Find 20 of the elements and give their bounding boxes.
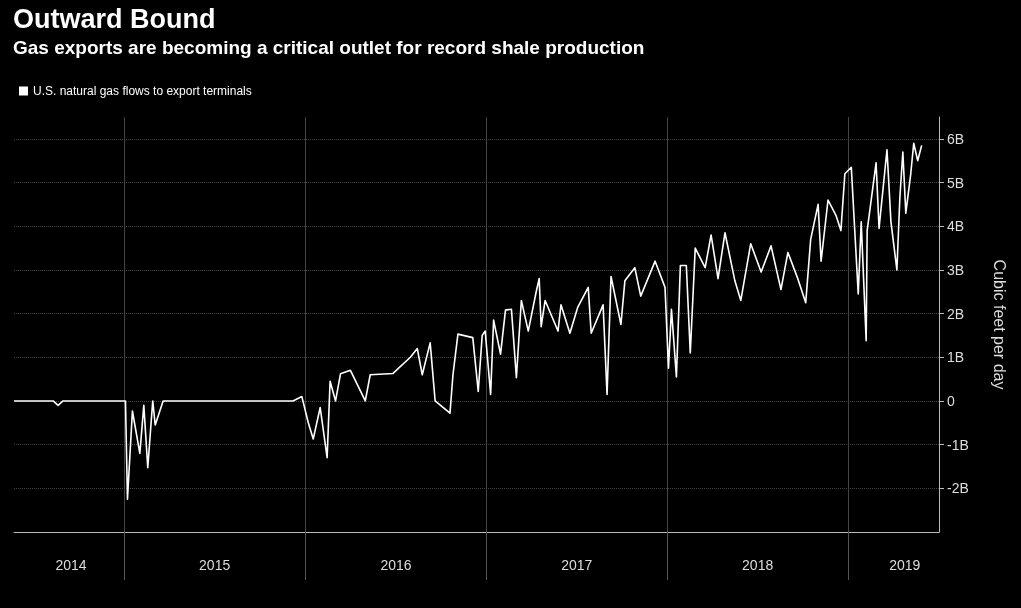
y-tick-label: 0 — [947, 392, 955, 409]
legend-label: U.S. natural gas flows to export terminals — [33, 84, 252, 98]
x-tick-label: 2018 — [742, 557, 774, 573]
chart-title: Outward Bound — [13, 3, 216, 34]
y-axis-title: Cubic feet per day — [990, 259, 1008, 390]
x-tick-label: 2015 — [199, 557, 231, 573]
y-tick-label: -1B — [947, 436, 969, 453]
y-tick-label: 3B — [947, 261, 965, 278]
y-tick-label: 6B — [947, 130, 965, 147]
y-tick-label: 2B — [947, 305, 965, 322]
y-tick-label: 1B — [947, 349, 965, 366]
x-tick-label: 2017 — [561, 557, 593, 573]
x-tick-label: 2016 — [380, 557, 412, 573]
x-tick-label: 2019 — [889, 557, 921, 573]
x-tick-label: 2014 — [55, 557, 87, 573]
y-tick-label: -2B — [947, 480, 969, 497]
chart-subtitle: Gas exports are becoming a critical outlet for record shale production — [13, 37, 645, 58]
y-tick-label: 4B — [947, 218, 965, 235]
y-tick-label: 5B — [947, 174, 965, 191]
line-series — [13, 142, 923, 501]
